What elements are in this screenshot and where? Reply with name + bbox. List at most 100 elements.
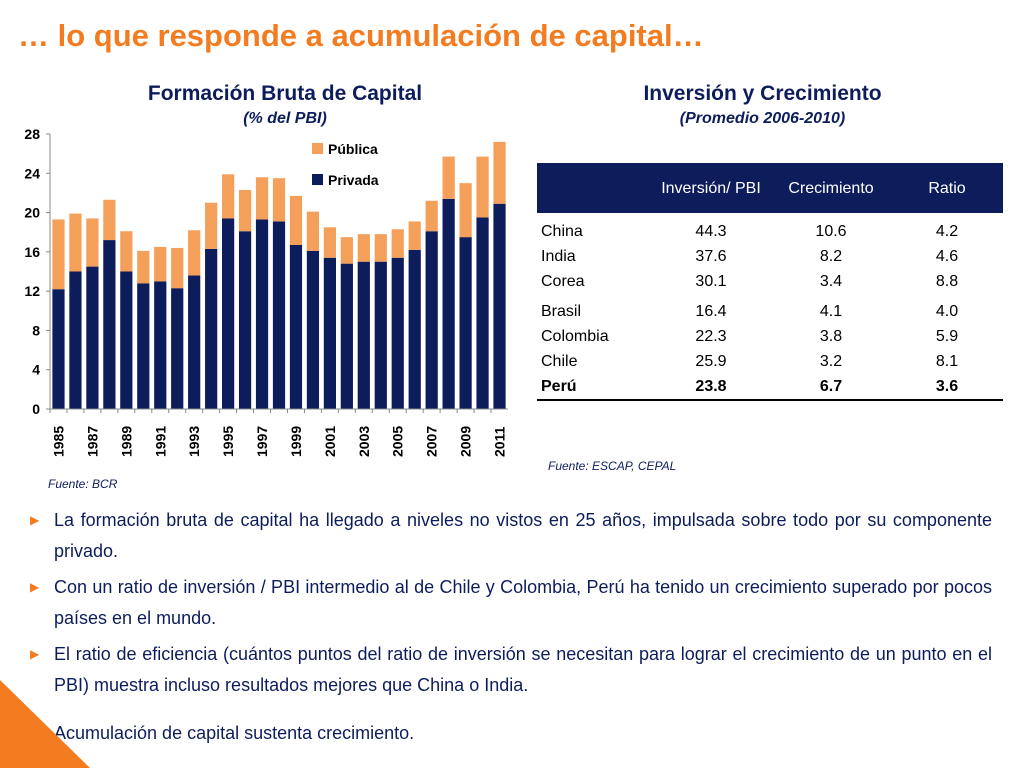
x-tick-label: 2007 (424, 426, 440, 457)
slide-title: … lo que responde a acumulación de capit… (18, 18, 704, 53)
bar-privada (238, 231, 252, 409)
investment-cell: 30.1 (695, 272, 727, 290)
bar-privada (323, 257, 336, 409)
bar-publica (255, 177, 269, 220)
country-cell: Chile (541, 352, 578, 370)
table-row: India 37.6 8.2 4.6 (537, 244, 1003, 269)
growth-cell: 4.1 (819, 302, 843, 320)
growth-cell: 3.2 (819, 352, 843, 370)
ratio-cell: 4.2 (935, 222, 959, 240)
bar-publica (374, 234, 387, 262)
ratio-cell: 5.9 (935, 327, 959, 345)
bullet-item: ▶ Con un ratio de inversión / PBI interm… (30, 572, 992, 634)
investment-cell: 44.3 (695, 222, 727, 240)
x-tick-label: 1993 (186, 426, 202, 457)
bullet-item: ▶ El ratio de eficiencia (cuántos puntos… (30, 639, 992, 701)
header-growth: Crecimiento (788, 179, 874, 197)
bullet-text: Con un ratio de inversión / PBI intermed… (54, 577, 992, 628)
table-row: China 44.3 10.6 4.2 (537, 219, 1003, 244)
x-tick-label: 2011 (492, 426, 508, 457)
bar-privada (476, 217, 489, 409)
y-tick-label: 20 (24, 205, 40, 221)
bar-publica (188, 230, 201, 276)
bar-privada (222, 218, 235, 409)
legend-swatch (312, 174, 323, 185)
growth-cell: 3.8 (819, 327, 843, 345)
bar-publica (69, 213, 82, 272)
bar-publica (272, 178, 286, 222)
table-subtitle: (Promedio 2006-2010) (679, 110, 846, 127)
bar-privada (137, 283, 150, 409)
bar-publica (442, 156, 455, 199)
x-tick-label: 1995 (220, 426, 236, 457)
table-header: Inversión/ PBI Crecimiento Ratio (537, 163, 1003, 213)
investment-cell: 16.4 (695, 302, 727, 320)
bar-privada (272, 221, 286, 409)
bar-publica (459, 183, 472, 238)
bar-privada (408, 249, 421, 409)
investment-growth-table: Inversión/ PBI Crecimiento Ratio China 4… (537, 163, 1003, 401)
country-cell: China (541, 222, 583, 240)
bar-publica (222, 174, 235, 219)
x-tick-label: 1999 (288, 426, 304, 457)
y-tick-label: 0 (32, 401, 40, 417)
bar-publica (476, 156, 489, 218)
x-tick-label: 1991 (152, 426, 168, 457)
bar-privada (120, 271, 133, 409)
closing-statement: Acumulación de capital sustenta crecimie… (54, 723, 415, 743)
growth-cell: 6.7 (819, 377, 843, 395)
x-tick-label: 1997 (254, 426, 270, 457)
ratio-cell: 3.6 (935, 377, 959, 395)
table-row: Colombia 22.3 3.8 5.9 (537, 324, 1003, 349)
ratio-cell: 4.0 (935, 302, 959, 320)
triangle-bullet-icon: ▶ (30, 580, 40, 594)
bar-privada (459, 237, 472, 409)
chart-title: Formación Bruta de Capital (147, 82, 423, 105)
growth-cell: 8.2 (819, 247, 843, 265)
triangle-bullet-icon: ▶ (30, 513, 40, 527)
corner-triangle (0, 680, 90, 768)
x-tick-label: 2009 (458, 426, 474, 457)
bar-publica (154, 246, 167, 282)
bar-privada (103, 240, 116, 409)
y-tick-label: 24 (24, 165, 40, 181)
bar-privada (306, 250, 320, 409)
bar-publica (408, 221, 421, 250)
header-ratio: Ratio (928, 179, 966, 197)
country-cell: India (541, 247, 576, 265)
bar-publica (171, 247, 184, 289)
y-tick-label: 4 (32, 362, 40, 378)
bar-privada (52, 289, 65, 409)
chart-subtitle: (% del PBI) (243, 110, 327, 127)
table-row-peru: Perú 23.8 6.7 3.6 (537, 374, 1003, 399)
bar-publica (120, 231, 133, 272)
bar-privada (86, 266, 99, 409)
table-row: Chile 25.9 3.2 8.1 (537, 349, 1003, 374)
growth-cell: 3.4 (819, 272, 843, 290)
country-cell: Perú (541, 377, 577, 395)
table-source: Fuente: ESCAP, CEPAL (548, 459, 677, 473)
bar-privada (188, 275, 201, 409)
growth-cell: 10.6 (815, 222, 847, 240)
bullet-text: La formación bruta de capital ha llegado… (54, 510, 992, 561)
chart-source: Fuente: BCR (48, 477, 118, 491)
legend-swatch (312, 143, 323, 154)
y-tick-label: 12 (24, 283, 40, 299)
bar-privada (493, 203, 506, 409)
bar-privada (255, 219, 269, 409)
x-tick-label: 2003 (356, 426, 372, 457)
country-cell: Colombia (541, 327, 609, 345)
capital-formation-chart: 0 4 8 12 16 20 24 28 1985 1987 1989 1991 1993 1995 199… (24, 126, 508, 457)
bullet-text: El ratio de eficiencia (cuántos puntos d… (54, 644, 992, 695)
bar-privada (171, 288, 184, 409)
table-row: Brasil 16.4 4.1 4.0 (537, 299, 1003, 324)
bar-publica (493, 141, 506, 204)
header-investment: Inversión/ PBI (661, 179, 761, 197)
investment-cell: 37.6 (695, 247, 727, 265)
bar-publica (357, 234, 370, 262)
bar-publica (205, 202, 218, 249)
bar-publica (425, 200, 438, 232)
bar-privada (425, 231, 438, 409)
x-tick-label: 2005 (390, 426, 406, 457)
investment-cell: 23.8 (695, 377, 727, 395)
